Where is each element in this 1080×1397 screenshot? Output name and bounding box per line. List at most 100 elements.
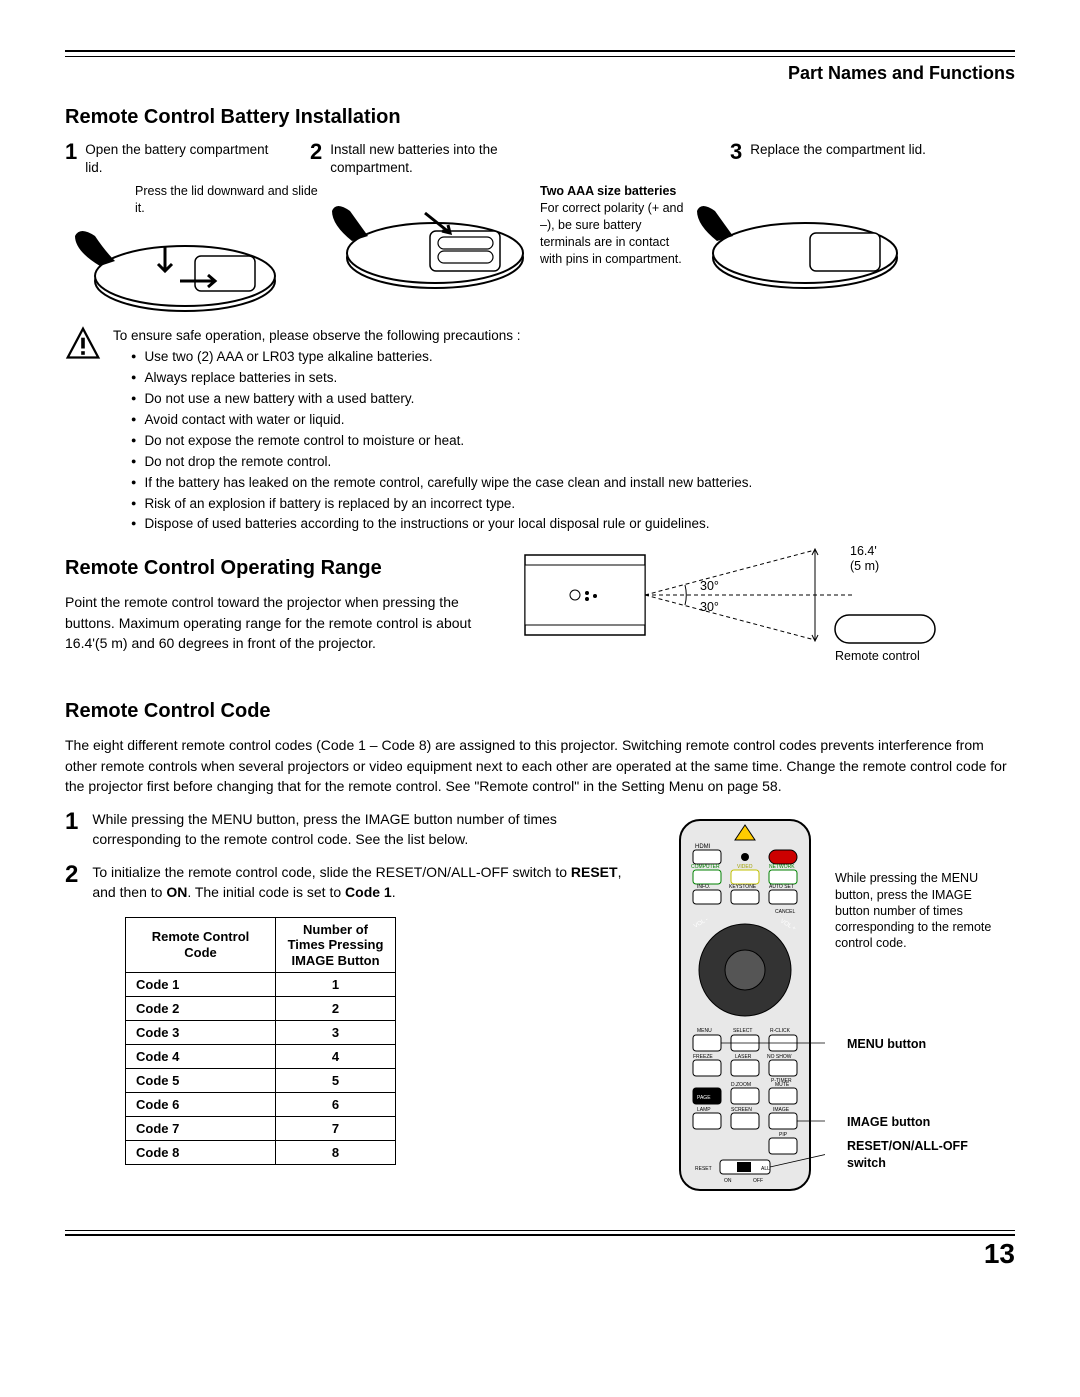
step-3-num: 3 <box>730 141 742 177</box>
table-row: Code 3 <box>126 1021 276 1045</box>
steps-row: 1 Open the battery compartment lid. 2 In… <box>65 141 1015 177</box>
svg-text:COMPUTER: COMPUTER <box>691 864 720 870</box>
code-step-1: 1 While pressing the MENU button, press … <box>65 810 645 849</box>
t: Code 1 <box>345 884 392 900</box>
svg-text:LAMP: LAMP <box>697 1107 711 1113</box>
table-row: 5 <box>276 1069 396 1093</box>
remote-diagram: HDMI COMPUTER VIDEO NETWORK INFO. KEYSTO… <box>665 810 1015 1210</box>
warning-item: Risk of an explosion if battery is repla… <box>131 494 752 515</box>
svg-text:VIDEO: VIDEO <box>737 864 753 870</box>
table-row: Code 2 <box>126 997 276 1021</box>
svg-text:MENU: MENU <box>697 1028 712 1034</box>
header-title: Part Names and Functions <box>788 63 1015 84</box>
table-row: Code 8 <box>126 1141 276 1165</box>
t: . The initial code is set to <box>187 884 345 900</box>
illus-1: Press the lid downward and slide it. <box>65 183 320 316</box>
warning-text: To ensure safe operation, please observe… <box>113 326 752 535</box>
warning-icon <box>65 326 101 535</box>
illus2-caption-rest: For correct polarity (+ and –), be sure … <box>540 201 683 266</box>
warning-intro: To ensure safe operation, please observe… <box>113 326 752 347</box>
codes-table: Remote Control Code Number of Times Pres… <box>125 917 396 1166</box>
remote-control-icon: HDMI COMPUTER VIDEO NETWORK INFO. KEYSTO… <box>665 810 825 1200</box>
svg-text:SCREEN: SCREEN <box>731 1107 752 1113</box>
table-row: Code 1 <box>126 973 276 997</box>
step-3-text: Replace the compartment lid. <box>750 141 926 177</box>
svg-text:CANCEL: CANCEL <box>775 909 796 915</box>
svg-text:AUTO SET: AUTO SET <box>769 884 794 890</box>
section3-intro: The eight different remote control codes… <box>65 735 1015 796</box>
table-row: Code 6 <box>126 1093 276 1117</box>
section3-title: Remote Control Code <box>65 700 1015 723</box>
t: RESET <box>571 864 618 880</box>
table-row: 3 <box>276 1021 396 1045</box>
svg-text:SELECT: SELECT <box>733 1028 752 1034</box>
code-right: HDMI COMPUTER VIDEO NETWORK INFO. KEYSTO… <box>665 810 1015 1210</box>
diag-dist: 16.4' <box>850 544 877 558</box>
diag-ang2: 30° <box>700 600 719 614</box>
table-row: 1 <box>276 973 396 997</box>
svg-text:FREEZE: FREEZE <box>693 1054 713 1060</box>
t: ON <box>166 884 187 900</box>
warning-item: Use two (2) AAA or LR03 type alkaline ba… <box>131 347 752 368</box>
warning-item: Avoid contact with water or liquid. <box>131 410 752 431</box>
remote-batteries-icon <box>330 183 530 298</box>
step-1-text: Open the battery compartment lid. <box>85 141 275 177</box>
warning-item: If the battery has leaked on the remote … <box>131 473 752 494</box>
step-1-num: 1 <box>65 141 77 177</box>
svg-text:IMAGE: IMAGE <box>773 1107 790 1113</box>
section2-body: Point the remote control toward the proj… <box>65 592 485 653</box>
remote-open-icon <box>65 221 285 316</box>
svg-text:PIP: PIP <box>779 1132 788 1138</box>
illus1-caption: Press the lid downward and slide it. <box>135 183 320 217</box>
svg-text:NETWORK: NETWORK <box>769 864 795 870</box>
diag-ang1: 30° <box>700 579 719 593</box>
illus-2 <box>330 183 530 298</box>
table-row: 7 <box>276 1117 396 1141</box>
table-row: Code 7 <box>126 1117 276 1141</box>
warning-list: Use two (2) AAA or LR03 type alkaline ba… <box>113 347 752 535</box>
code-step1-num: 1 <box>65 810 78 849</box>
svg-text:ALL: ALL <box>761 1166 770 1172</box>
step-1: 1 Open the battery compartment lid. <box>65 141 275 177</box>
illus2-caption: Two AAA size batteries For correct polar… <box>540 183 685 267</box>
remote-closed-icon <box>695 183 905 298</box>
range-diagram: 16.4' (5 m) 30° 30° Remote control <box>515 535 955 678</box>
step-2-num: 2 <box>310 141 322 177</box>
warning-item: Always replace batteries in sets. <box>131 368 752 389</box>
header-bar: Part Names and Functions <box>65 56 1015 84</box>
illus-3 <box>695 183 905 298</box>
table-row: Code 4 <box>126 1045 276 1069</box>
t: . <box>392 884 396 900</box>
diag-dist2: (5 m) <box>850 559 879 573</box>
code-step-2: 2 To initialize the remote control code,… <box>65 863 645 902</box>
svg-text:INFO.: INFO. <box>697 884 710 890</box>
code-step2-num: 2 <box>65 863 78 902</box>
table-row: Code 5 <box>126 1069 276 1093</box>
warning-item: Dispose of used batteries according to t… <box>131 514 752 535</box>
svg-text:P-TIMER: P-TIMER <box>771 1078 792 1084</box>
callout-reset: RESET/ON/ALL-OFF switch <box>847 1138 987 1171</box>
warning-item: Do not use a new battery with a used bat… <box>131 389 752 410</box>
svg-text:RESET: RESET <box>695 1166 712 1172</box>
page-number: 13 <box>984 1238 1015 1270</box>
svg-text:LASER: LASER <box>735 1054 752 1060</box>
codes-col1: Remote Control Code <box>126 917 276 973</box>
table-row: 4 <box>276 1045 396 1069</box>
code-left: 1 While pressing the MENU button, press … <box>65 810 645 1165</box>
diag-remote: Remote control <box>835 649 920 663</box>
section1-title: Remote Control Battery Installation <box>65 106 1015 129</box>
step-3: 3 Replace the compartment lid. <box>730 141 930 177</box>
illustrations-row: Press the lid downward and slide it. Two… <box>65 183 1015 316</box>
svg-text:NO SHOW: NO SHOW <box>767 1054 792 1060</box>
step-2: 2 Install new batteries into the compart… <box>310 141 570 177</box>
svg-text:ON: ON <box>724 1178 732 1184</box>
warning-item: Do not expose the remote control to mois… <box>131 431 752 452</box>
table-row: 6 <box>276 1093 396 1117</box>
section2-title: Remote Control Operating Range <box>65 557 485 580</box>
illus2-caption-bold: Two AAA size batteries <box>540 184 676 198</box>
svg-text:PAGE: PAGE <box>697 1095 711 1101</box>
svg-text:OFF: OFF <box>753 1178 763 1184</box>
warning-item: Do not drop the remote control. <box>131 452 752 473</box>
code-step2-text: To initialize the remote control code, s… <box>92 863 645 902</box>
svg-text:R-CLICK: R-CLICK <box>770 1028 791 1034</box>
